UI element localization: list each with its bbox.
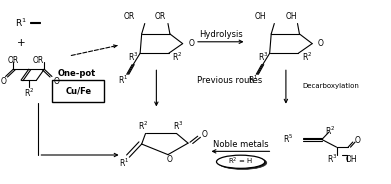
FancyBboxPatch shape bbox=[52, 80, 104, 102]
Text: R$^2$: R$^2$ bbox=[172, 50, 182, 63]
Text: OH: OH bbox=[286, 12, 298, 21]
Text: One-pot: One-pot bbox=[58, 69, 96, 78]
Text: Noble metals: Noble metals bbox=[213, 140, 269, 149]
Text: Cu/Fe: Cu/Fe bbox=[65, 87, 91, 95]
Text: O: O bbox=[201, 130, 207, 139]
Text: OR: OR bbox=[124, 12, 135, 21]
Text: OH: OH bbox=[255, 12, 267, 21]
Text: R$^2$: R$^2$ bbox=[23, 87, 34, 99]
Text: R$^5$: R$^5$ bbox=[283, 132, 293, 145]
Text: R$^3$: R$^3$ bbox=[258, 50, 268, 63]
Text: R$^1$: R$^1$ bbox=[248, 74, 258, 86]
Text: R$^2$: R$^2$ bbox=[301, 50, 312, 63]
Text: O: O bbox=[318, 39, 324, 48]
Text: R$^1$: R$^1$ bbox=[119, 156, 129, 169]
Text: O: O bbox=[167, 155, 173, 164]
Ellipse shape bbox=[217, 155, 265, 168]
Text: OH: OH bbox=[345, 155, 357, 164]
Text: Hydrolysis: Hydrolysis bbox=[199, 30, 243, 39]
Text: +: + bbox=[17, 38, 25, 48]
Text: R$^3$: R$^3$ bbox=[328, 153, 338, 165]
Text: O: O bbox=[188, 39, 194, 48]
Text: O: O bbox=[54, 77, 60, 86]
Text: O: O bbox=[355, 136, 361, 145]
Text: OR: OR bbox=[154, 12, 166, 21]
Text: Decarboxylation: Decarboxylation bbox=[302, 83, 359, 89]
Text: R$^3$: R$^3$ bbox=[173, 120, 184, 132]
Text: R$^1$: R$^1$ bbox=[15, 16, 27, 29]
Text: O: O bbox=[1, 77, 7, 86]
Text: OR: OR bbox=[7, 56, 19, 65]
Text: R$^2$: R$^2$ bbox=[325, 125, 335, 137]
Text: OR: OR bbox=[32, 56, 44, 65]
Text: R$^2$: R$^2$ bbox=[138, 120, 149, 132]
Text: R$^2$ = H: R$^2$ = H bbox=[228, 156, 253, 167]
Text: R$^1$: R$^1$ bbox=[118, 74, 128, 86]
Text: R$^3$: R$^3$ bbox=[128, 50, 138, 63]
Text: Previous routes: Previous routes bbox=[197, 76, 262, 85]
Ellipse shape bbox=[219, 156, 267, 169]
